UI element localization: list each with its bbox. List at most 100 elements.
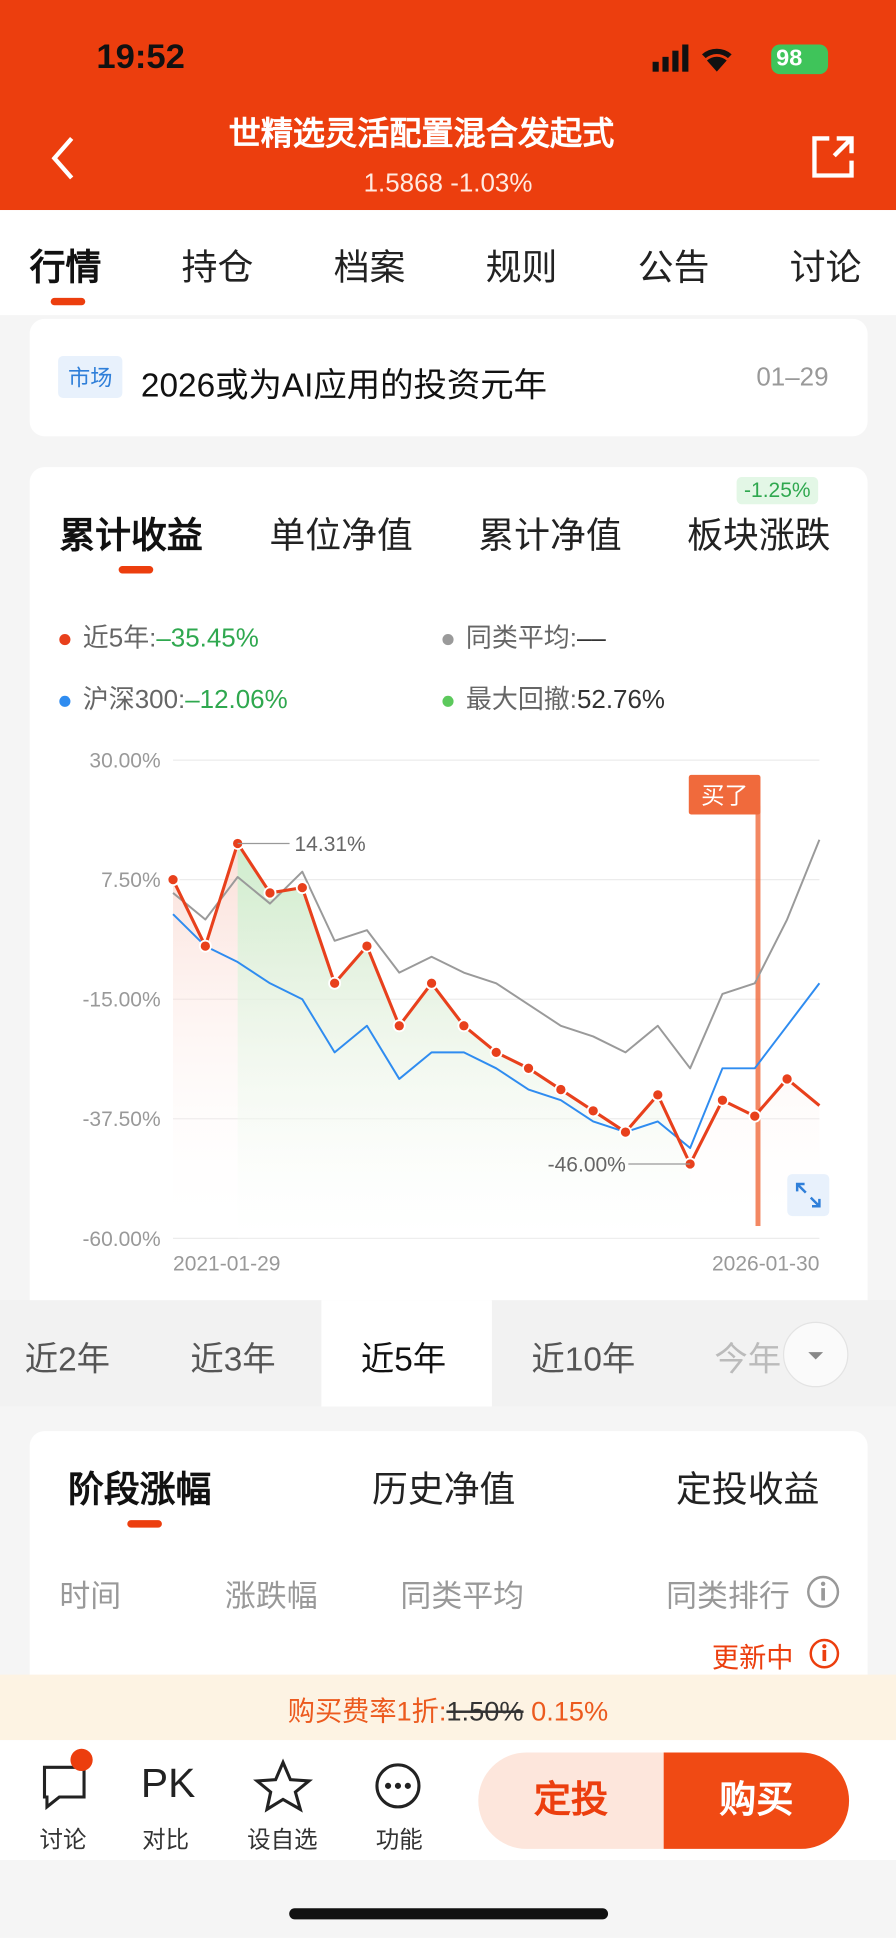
tab[interactable]: 行情	[29, 248, 102, 288]
fund-point	[166, 873, 180, 887]
fund-point	[198, 939, 212, 953]
subtitle: 1.5868 -1.03%	[0, 169, 896, 199]
series-line	[172, 839, 821, 1070]
fund-point	[780, 1072, 794, 1086]
info-icon[interactable]	[808, 1638, 840, 1670]
legend-label: 同类平均:	[465, 624, 577, 653]
legend-label: 近5年:	[82, 624, 157, 653]
legend-item: 同类平均:––	[442, 618, 606, 655]
action-label[interactable]: 讨论	[39, 1827, 87, 1854]
news-card[interactable]	[29, 318, 868, 437]
auto-invest-button[interactable]: 定投	[478, 1752, 664, 1849]
action-icons	[42, 1748, 421, 1813]
column-header: 涨跌幅	[224, 1579, 318, 1615]
tab[interactable]: 公告	[637, 248, 710, 288]
tab[interactable]: 档案	[333, 248, 406, 288]
period-dropdown[interactable]	[781, 1320, 850, 1389]
info-icon[interactable]	[806, 1575, 841, 1610]
fund-point	[392, 1019, 406, 1033]
chart-tab[interactable]: 单位净值	[269, 516, 413, 557]
legend-value: ––	[576, 624, 606, 653]
tab[interactable]: 讨论	[789, 248, 862, 288]
fund-point	[619, 1125, 632, 1139]
fund-point	[522, 1061, 536, 1075]
legend-value: 52.76%	[576, 685, 666, 715]
fund-point	[425, 976, 439, 990]
period-tab[interactable]: 近3年	[190, 1340, 276, 1379]
buy-box	[688, 774, 761, 815]
legend-dot	[442, 695, 454, 707]
column-header: 同类排行	[666, 1579, 790, 1615]
buy-label: 买了	[701, 782, 748, 808]
fee-label: 购买费率1折:	[287, 1695, 447, 1727]
back-button[interactable]	[44, 133, 81, 182]
trough-label: -46.00%	[548, 1153, 626, 1176]
expand-bg	[787, 1174, 830, 1217]
share-button[interactable]	[810, 133, 859, 182]
legend-dot	[59, 695, 71, 707]
change: -1.03%	[450, 169, 533, 198]
stage-card	[29, 1431, 868, 1691]
buy-line	[755, 805, 761, 1227]
fund-point	[554, 1083, 568, 1097]
tab[interactable]: 持仓	[181, 248, 254, 288]
y-tick-label: -37.50%	[82, 1108, 160, 1131]
pk-icon[interactable]: PK	[140, 1759, 196, 1806]
legend-item: 最大回撤:52.76%	[442, 680, 665, 717]
legend-label: 沪深300:	[82, 685, 186, 715]
period-tab[interactable]: 近2年	[24, 1340, 111, 1379]
time: 19:52	[96, 37, 185, 76]
expand-button[interactable]	[787, 1174, 830, 1217]
home-indicator	[289, 1908, 609, 1920]
y-tick-label: 30.00%	[89, 749, 160, 772]
y-tick-label: -60.00%	[82, 1228, 160, 1251]
period-tab[interactable]: 近5年	[360, 1340, 447, 1379]
drawdown-area	[237, 843, 691, 1239]
legend-label: 最大回撤:	[465, 685, 577, 715]
fund-point	[586, 1104, 600, 1118]
stage-tab[interactable]: 阶段涨幅	[67, 1470, 212, 1511]
stage-tab[interactable]: 定投收益	[676, 1470, 820, 1511]
fee-original: 1.50%	[446, 1695, 524, 1727]
battery: 98	[776, 45, 803, 72]
fund-point	[715, 1093, 729, 1107]
legend-value: –12.06%	[185, 685, 288, 715]
tab-underline	[50, 297, 86, 306]
y-tick-label: -15.00%	[82, 989, 160, 1012]
period-selected	[321, 1300, 492, 1407]
update-status: 更新中	[711, 1642, 794, 1674]
fund-point	[328, 976, 342, 990]
stage-tab[interactable]: 历史净值	[372, 1470, 516, 1511]
tab-bar	[0, 210, 896, 316]
status-icons	[652, 44, 829, 75]
stage-underline	[127, 1520, 162, 1528]
tab[interactable]: 规则	[485, 248, 558, 288]
fee-bar	[0, 1674, 896, 1741]
y-tick-label: 7.50%	[101, 869, 161, 892]
action-label[interactable]: 功能	[375, 1827, 423, 1854]
chart-tab[interactable]: 累计收益	[59, 516, 203, 557]
fund-point	[651, 1088, 665, 1102]
chart-tab[interactable]: 累计净值	[478, 516, 622, 557]
buy-button[interactable]: 购买	[663, 1752, 850, 1849]
chart: 30.00% 7.50% -15.00% -37.50% -60.00% 2021-01-…	[82, 749, 830, 1276]
action-label[interactable]: 设自选	[247, 1827, 318, 1854]
legend-dot	[59, 633, 71, 646]
fee-discounted: 0.15%	[531, 1695, 609, 1727]
fund-point	[360, 939, 374, 953]
news-date: 01–29	[756, 363, 829, 392]
action-label[interactable]: 对比	[142, 1827, 190, 1854]
legend-item: 沪深300:–12.06%	[59, 680, 288, 717]
series-line	[172, 913, 821, 1150]
peak-label: 14.31%	[295, 833, 366, 856]
fund-point	[263, 886, 277, 900]
period-tab[interactable]: 今年	[714, 1340, 782, 1379]
home-area	[0, 1860, 896, 1938]
expand-icon	[795, 1182, 821, 1208]
legend-item: 近5年:–35.45%	[59, 618, 259, 655]
fund-point	[295, 881, 309, 895]
period-tab[interactable]: 近10年	[531, 1340, 636, 1379]
news-tag: 市场	[58, 355, 123, 398]
chart-tab[interactable]: 板块涨跌	[687, 516, 831, 557]
